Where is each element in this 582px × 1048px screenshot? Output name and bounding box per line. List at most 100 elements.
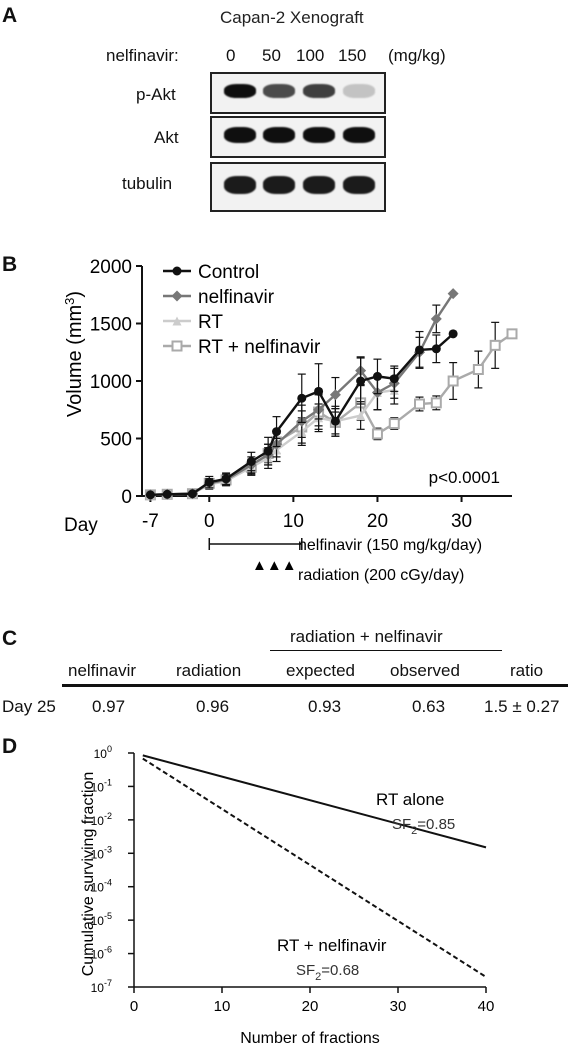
table-row-label: Day 25 xyxy=(2,697,56,716)
table-cell-expected: 0.93 xyxy=(308,697,342,716)
x-tick-label: 30 xyxy=(390,998,407,1015)
y-tick-label: 500 xyxy=(100,430,132,451)
legend-label: RT xyxy=(198,312,223,333)
y-axis-label: Volume (mm3) xyxy=(62,291,86,417)
blot-row-label-akt: Akt xyxy=(154,128,179,147)
point-marker xyxy=(415,345,424,355)
dose-label: nelfinavir: xyxy=(106,46,179,65)
series-label-rt-alone: RT alone xyxy=(376,790,444,809)
point-marker xyxy=(371,428,383,440)
point-marker xyxy=(314,386,324,396)
x-tick-label: 40 xyxy=(478,998,495,1015)
blot-band xyxy=(303,176,335,194)
point-marker xyxy=(172,316,182,326)
sf2-label-rt-nelfinavir: SF2=0.68 xyxy=(296,962,359,983)
point-marker xyxy=(472,364,484,375)
point-marker xyxy=(172,266,182,276)
y-tick-base: 10 xyxy=(91,981,105,995)
point-marker xyxy=(430,397,442,409)
y-tick-label: 10-7 xyxy=(91,978,112,995)
blot-band xyxy=(224,127,256,143)
point-marker xyxy=(204,477,214,487)
y-tick-label: 1500 xyxy=(90,315,132,336)
legend: Control nelfinavir RT RT + nelfinavir xyxy=(163,262,321,358)
table-header-nelfinavir: nelfinavir xyxy=(68,661,137,680)
table-header-radiation: radiation xyxy=(176,661,242,680)
y-tick-exponent: -6 xyxy=(104,945,112,955)
point-marker xyxy=(506,328,518,340)
legend-label: RT + nelfinavir xyxy=(198,337,321,358)
y-tick-exponent: -4 xyxy=(104,878,112,888)
y-tick-label: 100 xyxy=(94,744,112,761)
point-marker xyxy=(330,416,340,426)
table-header-rule xyxy=(62,684,568,687)
table-header-ratio: ratio xyxy=(510,661,544,680)
series-line-rt-alone xyxy=(142,754,487,849)
panel-d-letter: D xyxy=(2,735,18,758)
sf2-label-rt-alone: SF2=0.85 xyxy=(392,816,455,837)
panel-a-letter: A xyxy=(2,4,18,27)
growth-chart: 0 500 1000 1500 2000 -7 0 10 20 30 Day Volume (mm3)… xyxy=(62,257,518,584)
y-tick-base: 10 xyxy=(91,881,105,895)
y-tick-base: 10 xyxy=(91,847,105,861)
y-tick-label: 2000 xyxy=(90,257,132,278)
point-marker xyxy=(246,457,256,466)
blot-band xyxy=(343,127,375,143)
y-axis-label-text: Volume (mm xyxy=(64,305,86,417)
blot-band xyxy=(343,176,375,194)
blot-row-label-pakt: p-Akt xyxy=(136,85,176,104)
sf2-sub: 2 xyxy=(411,825,417,837)
x-tick-label: 30 xyxy=(451,511,472,532)
x-tick-label: 20 xyxy=(367,511,388,532)
point-marker xyxy=(356,376,366,386)
y-tick-base: 10 xyxy=(94,747,108,761)
point-marker xyxy=(430,313,442,325)
blot-band xyxy=(263,176,295,194)
y-tick-label: 10-2 xyxy=(91,811,112,828)
blot-row-label-tubulin: tubulin xyxy=(122,174,173,193)
sf2-value: =0.68 xyxy=(321,962,359,979)
y-tick-base: 10 xyxy=(91,948,105,962)
blot-band xyxy=(224,84,256,98)
point-marker xyxy=(171,290,183,302)
dose-150: 150 xyxy=(338,46,367,65)
x-tick-label: 0 xyxy=(130,998,138,1015)
radiation-label: radiation (200 cGy/day) xyxy=(298,567,464,584)
series-line-rt-nelfinavir xyxy=(142,757,487,978)
y-tick-label: 0 xyxy=(121,487,132,508)
point-marker xyxy=(329,389,341,401)
y-tick-exponent: -5 xyxy=(104,911,112,921)
table-group-header: radiation + nelfinavir xyxy=(290,627,443,646)
y-axis-label-sup: 3 xyxy=(62,298,77,305)
x-tick-label: 0 xyxy=(204,511,215,532)
y-tick-label: 10-1 xyxy=(91,777,112,794)
point-marker xyxy=(356,411,366,420)
point-marker xyxy=(447,375,459,387)
point-marker xyxy=(171,340,183,352)
blot-band xyxy=(224,176,256,194)
panel-b-letter: B xyxy=(2,253,18,276)
point-marker xyxy=(431,344,441,354)
table-cell-nelfinavir: 0.97 xyxy=(92,697,126,716)
y-tick-base: 10 xyxy=(91,914,105,928)
y-tick-exponent: -7 xyxy=(104,978,112,988)
point-marker xyxy=(272,427,282,437)
dose-100: 100 xyxy=(296,46,325,65)
point-marker xyxy=(372,371,382,381)
legend-label: Control xyxy=(198,262,259,283)
table-header-expected: expected xyxy=(286,661,355,680)
sf2-text: SF xyxy=(392,816,411,833)
y-tick-label: 10-3 xyxy=(91,844,112,861)
x-tick-label: 20 xyxy=(302,998,319,1015)
sf2-value: =0.85 xyxy=(417,816,455,833)
x-tick-label: -7 xyxy=(142,511,159,532)
series-label-rt-nelfinavir: RT + nelfinavir xyxy=(277,936,387,955)
point-marker xyxy=(263,446,273,456)
blot-band xyxy=(263,127,295,143)
series-control xyxy=(145,329,458,500)
table-group-rule xyxy=(270,650,502,651)
blot-band xyxy=(303,127,335,143)
point-marker xyxy=(489,339,501,351)
blot-band xyxy=(303,84,335,98)
